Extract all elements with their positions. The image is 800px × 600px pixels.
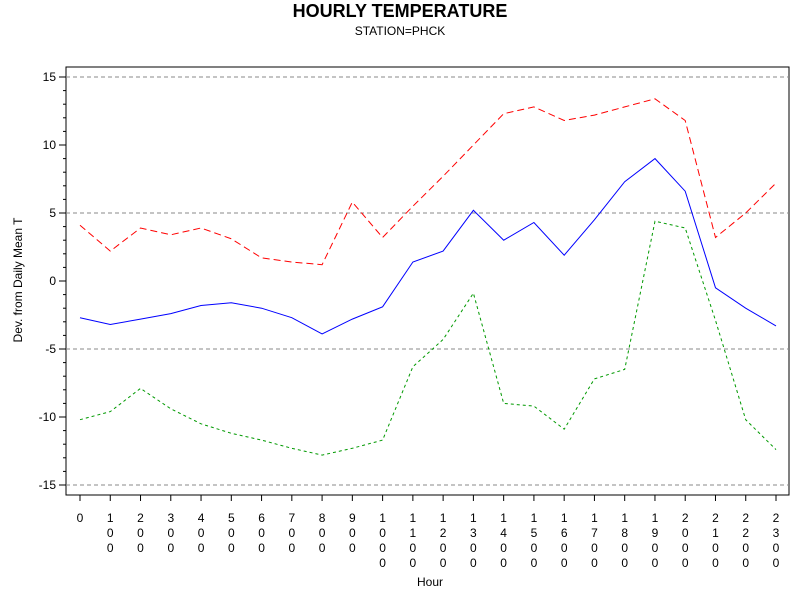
y-tick-label: 10: [43, 138, 57, 152]
x-tick-label: 0: [77, 511, 84, 525]
series-line-3: [79, 220, 777, 456]
y-tick-label: -10: [39, 410, 57, 424]
chart-title: HOURLY TEMPERATURE: [292, 1, 508, 21]
y-tick-label: -5: [45, 342, 56, 356]
y-tick-label: 5: [49, 206, 56, 220]
series-line-1: [79, 98, 777, 266]
y-tick-label: 15: [43, 70, 57, 84]
y-tick-label: -15: [39, 478, 57, 492]
x-axis-label: Hour: [416, 575, 443, 589]
x-axis: 0 1 0 0 2 0 0 3 0 0 4 0 0 5 0 0 6 0 0 7 0 0 8 0 0 9 0 0 1 0 0 0 1 1 0 0 1 2 0 0…: [77, 495, 780, 570]
y-axis: -15 -10 -5 0 5 10 15: [39, 70, 66, 492]
series-line-2: [79, 157, 777, 335]
y-tick-label: 0: [49, 274, 56, 288]
plot-frame: [65, 66, 790, 496]
chart-subtitle: STATION=PHCK: [354, 24, 446, 38]
series-group: [79, 98, 777, 456]
reference-lines: [66, 76, 789, 486]
